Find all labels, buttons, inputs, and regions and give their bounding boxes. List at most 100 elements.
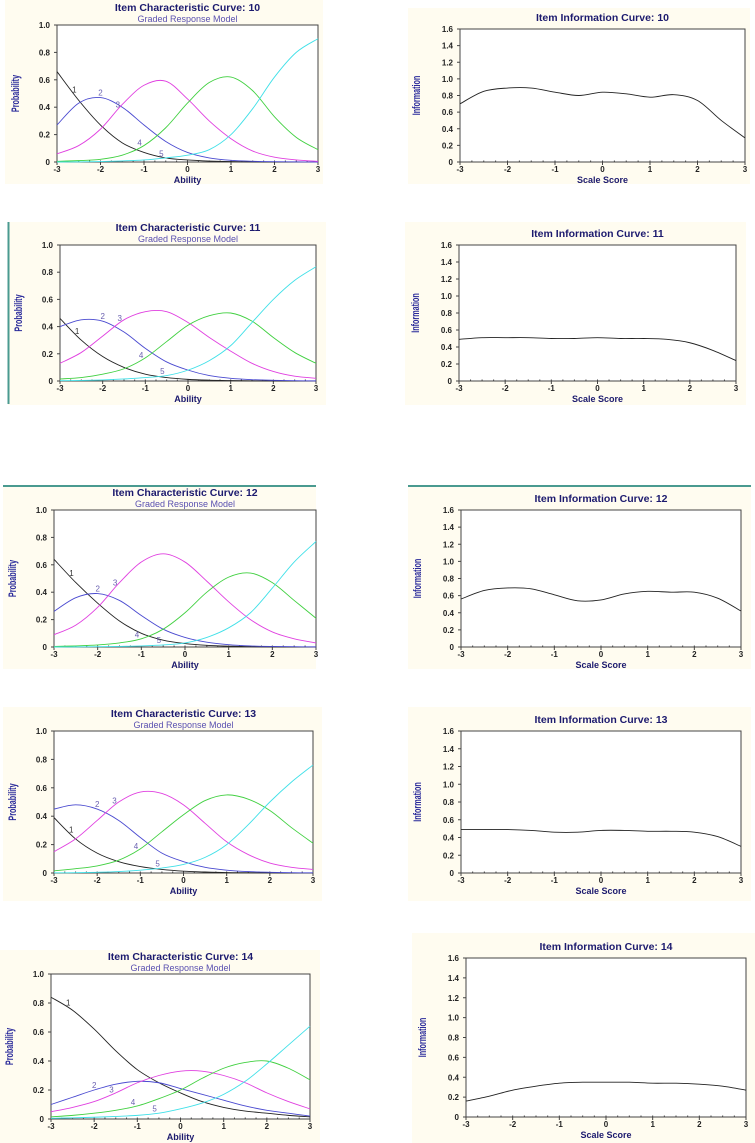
x-axis-label: Ability bbox=[174, 175, 202, 185]
y-tick-label: 0.8 bbox=[443, 798, 455, 807]
y-tick-label: 1.0 bbox=[443, 557, 455, 566]
category-label: 5 bbox=[157, 636, 162, 645]
y-tick-label: 0 bbox=[450, 869, 455, 878]
y-tick-label: 1.0 bbox=[36, 727, 48, 736]
info-chart: Item Information Curve: 13 Scale Score Inf… bbox=[408, 707, 751, 901]
y-tick-label: 1.2 bbox=[443, 763, 455, 772]
category-label: 3 bbox=[116, 100, 121, 109]
x-tick-label: 3 bbox=[743, 165, 748, 174]
x-tick-label: 0 bbox=[185, 165, 190, 174]
y-tick-label: 0.8 bbox=[448, 1034, 460, 1043]
y-tick-label: 0.2 bbox=[33, 1086, 45, 1095]
y-tick-label: 1.0 bbox=[33, 970, 45, 979]
information-curve bbox=[459, 87, 746, 139]
y-tick-label: 0.4 bbox=[443, 834, 455, 843]
y-tick-label: 0 bbox=[43, 643, 48, 652]
x-tick-label: 2 bbox=[272, 165, 277, 174]
x-tick-label: 3 bbox=[314, 650, 319, 659]
chart-subtitle: Graded Response Model bbox=[135, 499, 235, 509]
x-tick-label: -3 bbox=[50, 650, 58, 659]
category-4-curve bbox=[53, 572, 317, 647]
x-tick-label: 0 bbox=[181, 876, 186, 885]
y-axis-label: Information bbox=[411, 559, 424, 599]
x-tick-label: 1 bbox=[641, 384, 646, 393]
y-tick-label: 0.4 bbox=[443, 609, 455, 618]
plot-area bbox=[59, 244, 317, 382]
plot-area bbox=[460, 730, 742, 874]
category-1-curve bbox=[59, 318, 316, 382]
y-tick-label: 0 bbox=[49, 377, 54, 386]
x-axis-label: Scale Score bbox=[577, 175, 628, 185]
y-tick-label: 1.0 bbox=[448, 1014, 460, 1023]
chart-subtitle: Graded Response Model bbox=[137, 14, 237, 24]
y-tick-label: 1.6 bbox=[441, 241, 453, 250]
category-2-curve bbox=[56, 97, 319, 163]
y-tick-label: 1.0 bbox=[442, 75, 454, 84]
info-chart: Item Information Curve: 10 Scale Score Inf… bbox=[408, 8, 750, 185]
x-axis-label: Ability bbox=[167, 1132, 195, 1142]
y-axis-label: Probability bbox=[12, 294, 25, 332]
chart-title: Item Information Curve: 10 bbox=[536, 12, 669, 24]
y-tick-label: 0.8 bbox=[36, 755, 48, 764]
chart-title: Item Information Curve: 12 bbox=[534, 493, 667, 505]
category-2-curve bbox=[53, 593, 317, 648]
x-tick-label: 1 bbox=[221, 1122, 226, 1131]
category-label: 5 bbox=[152, 1105, 157, 1114]
y-tick-label: 0.8 bbox=[443, 575, 455, 584]
x-tick-label: 1 bbox=[228, 384, 233, 393]
chart-title: Item Characteristic Curve: 13 bbox=[111, 708, 256, 720]
category-2-curve bbox=[50, 1080, 311, 1117]
x-tick-label: -3 bbox=[56, 384, 64, 393]
y-tick-label: 1.6 bbox=[442, 25, 454, 34]
y-tick-label: 0.2 bbox=[39, 131, 51, 140]
x-tick-label: 3 bbox=[311, 876, 316, 885]
y-tick-label: 1.0 bbox=[441, 292, 453, 301]
y-tick-label: 1.2 bbox=[448, 994, 460, 1003]
category-label: 1 bbox=[69, 569, 74, 578]
y-axis-label: Information bbox=[416, 1018, 429, 1058]
chart-subtitle: Graded Response Model bbox=[130, 963, 230, 973]
x-tick-label: 2 bbox=[265, 1122, 270, 1131]
x-tick-label: -3 bbox=[50, 876, 58, 885]
y-tick-label: 1.4 bbox=[443, 523, 455, 532]
y-tick-label: 0 bbox=[46, 158, 51, 167]
y-tick-label: 0.6 bbox=[42, 295, 54, 304]
category-label: 1 bbox=[75, 327, 80, 336]
category-label: 2 bbox=[95, 585, 100, 594]
info-chart: Item Information Curve: 11 Scale Score Inf… bbox=[405, 222, 746, 405]
x-tick-label: -2 bbox=[504, 165, 512, 174]
category-label: 3 bbox=[113, 579, 118, 588]
y-tick-label: 1.0 bbox=[39, 21, 51, 30]
category-2-curve bbox=[53, 804, 314, 874]
y-axis-label: Probability bbox=[6, 783, 19, 821]
y-tick-label: 1.6 bbox=[443, 506, 455, 515]
information-curve bbox=[461, 828, 742, 847]
x-tick-label: 0 bbox=[186, 384, 191, 393]
category-4-curve bbox=[56, 76, 319, 162]
y-axis-label: Probability bbox=[9, 74, 22, 112]
category-label: 3 bbox=[118, 314, 123, 323]
category-3-curve bbox=[59, 310, 317, 379]
chart-title: Item Characteristic Curve: 10 bbox=[115, 2, 260, 14]
y-tick-label: 0.2 bbox=[448, 1093, 460, 1102]
x-tick-label: 1 bbox=[224, 876, 229, 885]
y-tick-label: 0 bbox=[40, 1115, 45, 1124]
x-tick-label: 0 bbox=[183, 650, 188, 659]
x-tick-label: 1 bbox=[226, 650, 231, 659]
x-axis-label: Scale Score bbox=[572, 394, 623, 404]
chart-subtitle: Graded Response Model bbox=[138, 234, 238, 244]
x-tick-label: -1 bbox=[556, 1120, 564, 1129]
x-tick-label: -1 bbox=[548, 384, 556, 393]
y-tick-label: 0.8 bbox=[33, 999, 45, 1008]
y-tick-label: 0.8 bbox=[36, 533, 48, 542]
plot-area bbox=[465, 957, 747, 1118]
y-tick-label: 0.4 bbox=[442, 125, 454, 134]
plot-area bbox=[53, 509, 317, 648]
category-label: 2 bbox=[100, 312, 105, 321]
x-tick-label: 3 bbox=[744, 1120, 749, 1129]
x-tick-label: 3 bbox=[739, 650, 744, 659]
info-chart: Item Information Curve: 14 Scale Score Inf… bbox=[412, 933, 755, 1143]
x-tick-label: -2 bbox=[504, 650, 512, 659]
